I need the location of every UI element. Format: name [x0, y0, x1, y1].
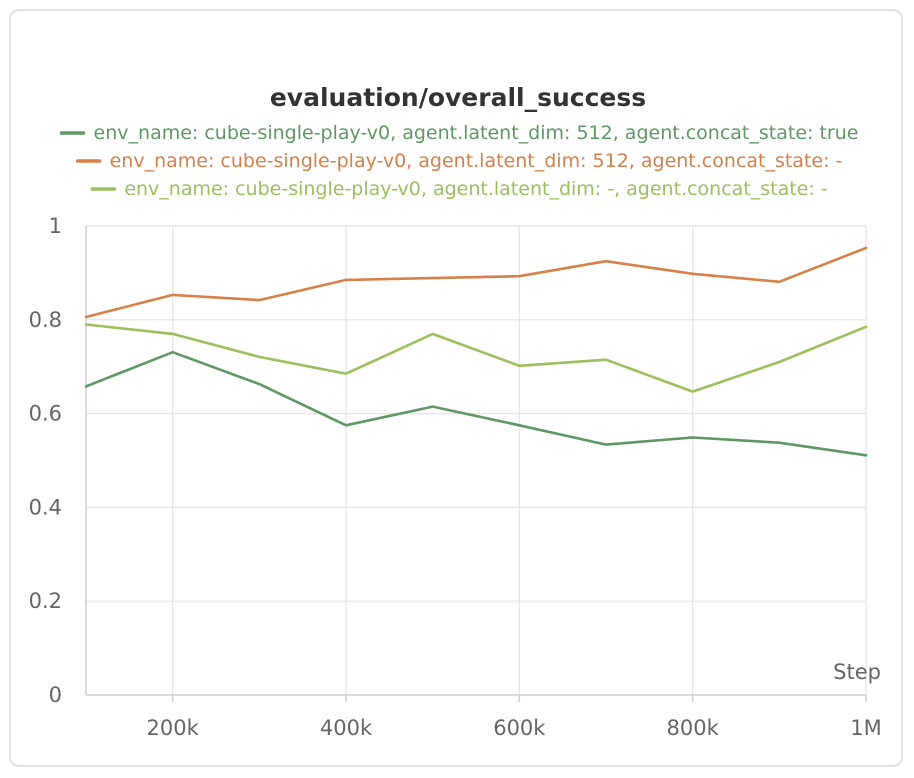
x-tick-label: 800k: [667, 716, 720, 740]
y-tick-label: 0.8: [29, 308, 62, 332]
legend-label: env_name: cube-single-play-v0, agent.lat…: [124, 178, 827, 200]
y-tick-label: 1: [49, 214, 62, 238]
series-line-2[interactable]: [84, 246, 868, 319]
y-tick-label: 0: [49, 683, 62, 707]
grid: [86, 225, 867, 695]
legend-label: env_name: cube-single-play-v0, agent.lat…: [94, 122, 859, 144]
y-tick-label: 0.6: [29, 402, 62, 426]
x-axis-title: Step: [833, 660, 881, 684]
x-tick-label: 600k: [493, 716, 546, 740]
x-tick-label: 1M: [850, 716, 881, 740]
chart-title: evaluation/overall_success: [270, 83, 646, 112]
x-tick-label: 400k: [320, 716, 373, 740]
legend-label: env_name: cube-single-play-v0, agent.lat…: [110, 150, 843, 172]
legend-item-1[interactable]: env_name: cube-single-play-v0, agent.lat…: [59, 122, 859, 144]
y-tick-label: 0.2: [29, 589, 62, 613]
y-tick-label: 0.4: [29, 495, 62, 519]
x-axis-ticks: 200k 400k 600k 800k 1M: [147, 695, 882, 740]
chart-panel: [9, 9, 903, 767]
legend-item-2[interactable]: env_name: cube-single-play-v0, agent.lat…: [75, 150, 843, 172]
series-line-3[interactable]: [84, 323, 868, 393]
series-line-1[interactable]: [84, 350, 868, 457]
legend[interactable]: env_name: cube-single-play-v0, agent.lat…: [59, 122, 859, 200]
y-axis-ticks: 0 0.2 0.4 0.6 0.8 1: [29, 214, 62, 707]
series-lines[interactable]: [84, 246, 868, 457]
legend-item-3[interactable]: env_name: cube-single-play-v0, agent.lat…: [90, 178, 828, 200]
x-tick-label: 200k: [147, 716, 200, 740]
axes: [85, 226, 866, 696]
